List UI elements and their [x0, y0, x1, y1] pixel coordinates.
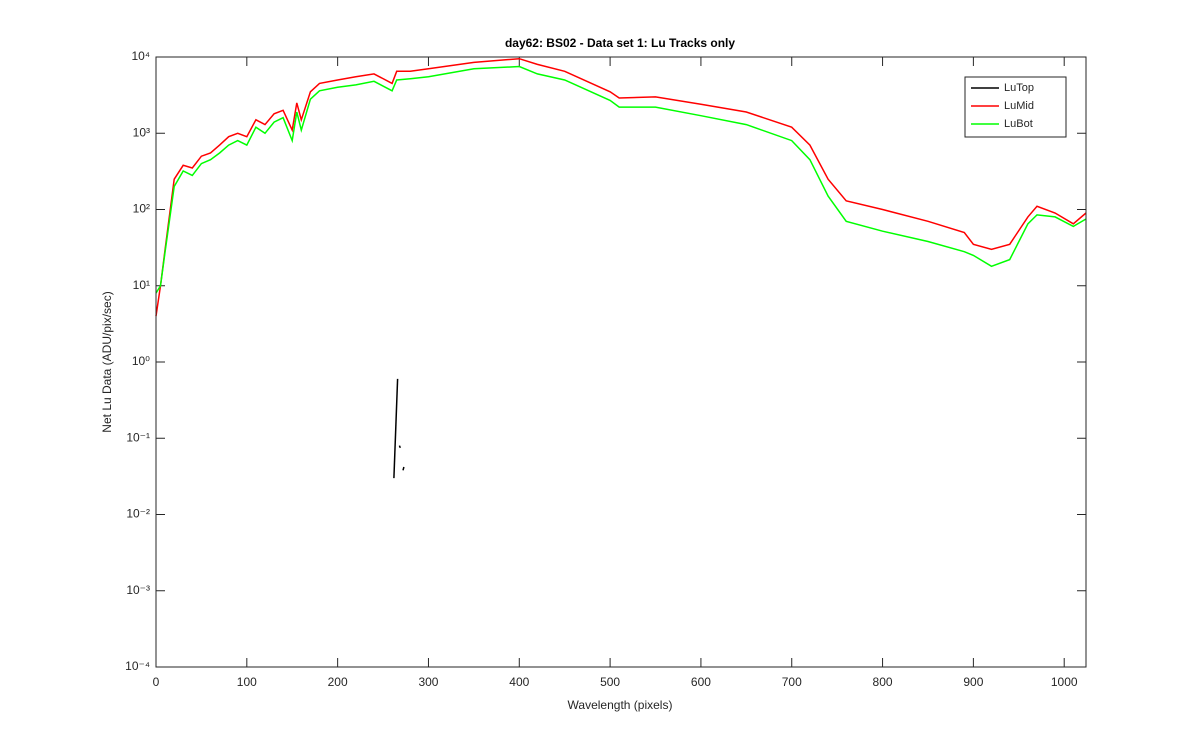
chart-title: day62: BS02 - Data set 1: Lu Tracks only	[505, 36, 735, 50]
x-tick-label: 100	[237, 675, 257, 689]
y-tick-label: 10⁻⁴	[125, 659, 150, 673]
y-tick-label: 10⁻¹	[126, 430, 150, 444]
x-tick-label: 300	[418, 675, 438, 689]
plot-frame	[155, 56, 1087, 668]
y-axis-label: Net Lu Data (ADU/pix/sec)	[100, 291, 114, 432]
x-tick-label: 400	[509, 675, 529, 689]
legend-label: LuBot	[1004, 118, 1033, 130]
plot-area	[156, 57, 1086, 667]
series-line	[398, 445, 401, 449]
x-tick-label: 600	[691, 675, 711, 689]
y-tick-label: 10³	[133, 125, 150, 139]
series-line	[393, 378, 399, 479]
legend-label: LuMid	[1004, 100, 1034, 112]
legend-box	[964, 76, 1067, 138]
y-tick-label: 10⁴	[131, 49, 150, 63]
y-tick-label: 10²	[133, 202, 150, 216]
series-line	[155, 65, 1087, 294]
legend-label: LuTop	[1004, 82, 1034, 94]
y-tick-label: 10⁻³	[126, 583, 150, 597]
y-tick-label: 10¹	[133, 278, 150, 292]
y-tick-label: 10⁻²	[126, 507, 150, 521]
x-tick-label: 700	[782, 675, 802, 689]
x-tick-label: 900	[963, 675, 983, 689]
x-tick-label: 500	[600, 675, 620, 689]
y-tick-label: 10⁰	[132, 354, 150, 368]
x-tick-label: 800	[873, 675, 893, 689]
x-tick-label: 0	[153, 675, 160, 689]
series-line	[402, 466, 405, 471]
x-tick-label: 200	[328, 675, 348, 689]
x-tick-label: 1000	[1051, 675, 1078, 689]
series-line	[155, 57, 1087, 317]
x-axis-label: Wavelength (pixels)	[568, 698, 673, 712]
